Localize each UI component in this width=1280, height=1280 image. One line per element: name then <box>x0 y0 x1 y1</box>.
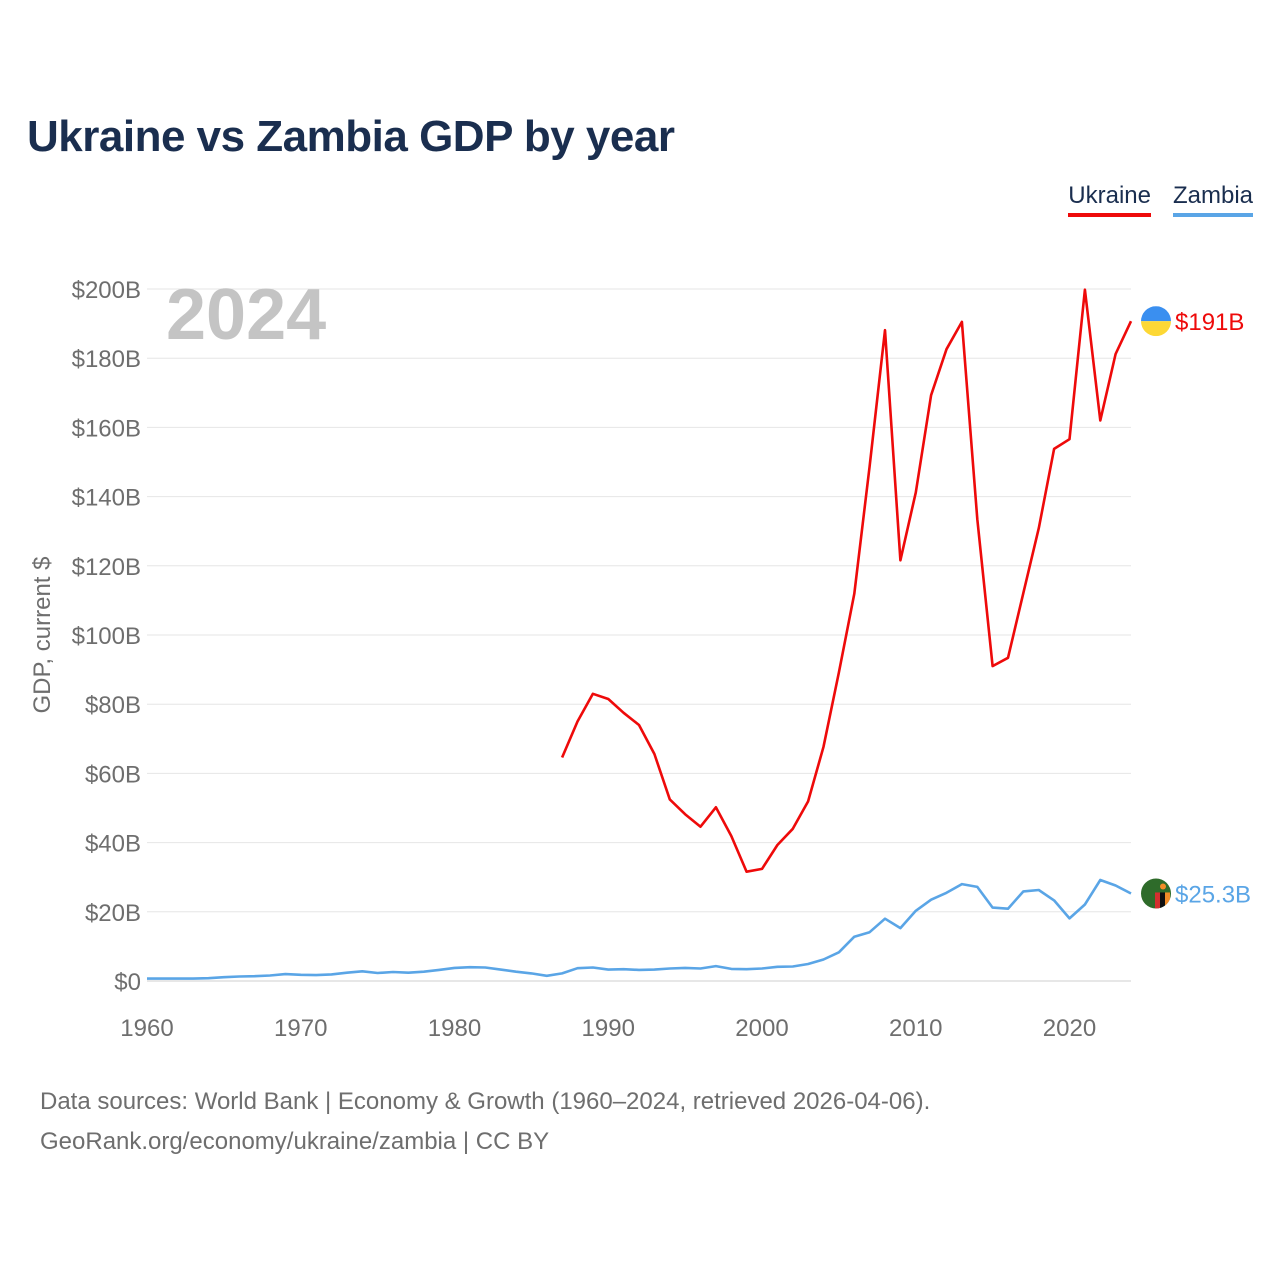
x-tick-label: 1960 <box>120 1015 173 1042</box>
series-line-zambia[interactable] <box>147 878 1132 980</box>
y-axis-label: GDP, current $ <box>29 557 56 714</box>
series-lines <box>147 288 1133 980</box>
series-end-labels: $191B $25.3B <box>1141 306 1251 909</box>
x-tick-label: 1970 <box>274 1015 327 1042</box>
y-tick-label: $100B <box>72 623 141 650</box>
gdp-line-chart: 2024 $0 $20B $40B $60B $80B $100B $120B $140B $1… <box>29 275 1251 1042</box>
y-tick-label: $200B <box>72 277 141 304</box>
series-line-ukraine[interactable] <box>560 288 1133 874</box>
y-tick-label: $120B <box>72 554 141 581</box>
ukraine-flag-icon <box>1141 306 1171 337</box>
grid-lines <box>147 288 1131 982</box>
x-tick-label: 2010 <box>889 1015 942 1042</box>
y-tick-label: $80B <box>85 692 141 719</box>
page-title: Ukraine vs Zambia GDP by year <box>27 112 675 161</box>
x-tick-label: 2020 <box>1043 1015 1096 1042</box>
y-tick-label: $20B <box>85 900 141 927</box>
legend: Ukraine Zambia <box>1068 182 1253 217</box>
legend-item-ukraine[interactable]: Ukraine <box>1068 182 1151 217</box>
year-watermark: 2024 <box>166 275 326 355</box>
x-tick-label: 1980 <box>428 1015 481 1042</box>
y-tick-label: $40B <box>85 831 141 858</box>
legend-item-zambia[interactable]: Zambia <box>1172 182 1253 217</box>
source-line: Data sources: World Bank | Economy & Gro… <box>40 1088 931 1115</box>
x-tick-label: 1990 <box>582 1015 635 1042</box>
zambia-flag-icon <box>1141 878 1171 909</box>
source-url[interactable]: GeoRank.org/economy/ukraine/zambia | CC … <box>40 1128 550 1155</box>
y-tick-label: $0 <box>114 969 141 996</box>
y-tick-label: $140B <box>72 485 141 512</box>
source-note: Data sources: World Bank | Economy & Gro… <box>40 1082 930 1162</box>
y-axis-ticks: $0 $20B $40B $60B $80B $100B $120B $140B $160B $1… <box>72 277 141 996</box>
x-tick-label: 2000 <box>735 1015 788 1042</box>
end-label-ukraine: $191B <box>1175 309 1244 336</box>
y-tick-label: $180B <box>72 346 141 373</box>
x-axis-ticks: 1960 1970 1980 1990 2000 2010 2020 <box>120 1015 1096 1042</box>
y-tick-label: $160B <box>72 415 141 442</box>
end-label-zambia: $25.3B <box>1175 881 1251 908</box>
y-tick-label: $60B <box>85 761 141 788</box>
